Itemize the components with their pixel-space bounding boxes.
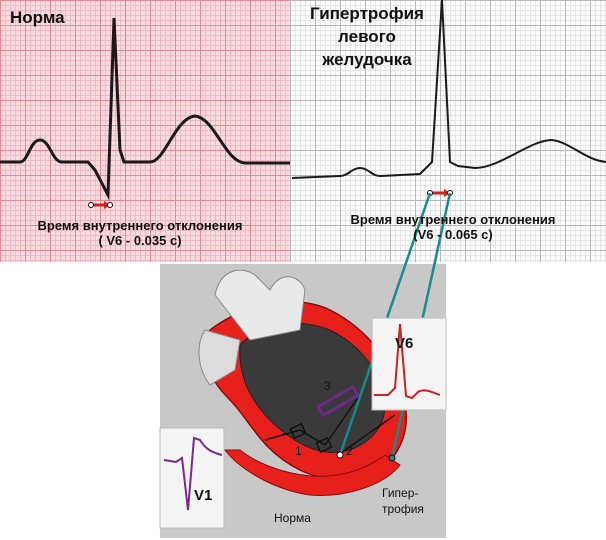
left-ventricle-cavity [239,322,386,453]
caption-lvh-line2: (V6 - 0.065 с) [413,227,493,242]
marker-2: 2 [346,444,353,458]
marker-3: 3 [324,379,331,393]
marker-1: 1 [295,444,302,458]
vector-box-2 [315,436,333,454]
ecg-panel-norm [0,0,290,262]
caption-lvh: Время внутреннего отклонения (V6 - 0.065… [322,212,584,242]
heart-illustration [198,269,407,496]
caption-norm: Время внутреннего отклонения ( V6 - 0.03… [10,218,270,248]
v6-trace [374,323,441,400]
vector-line-1 [264,429,301,441]
vector-box-1 [289,422,307,440]
caption-norm-line1: Время внутреннего отклонения [37,218,243,233]
heart-label-hyper-line2: трофия [382,502,424,516]
caption-norm-line2: ( V6 - 0.035 с) [98,233,182,248]
panel-title-norm: Норма [10,8,65,27]
vector-line-2 [299,429,326,446]
vector-box-3 [316,384,360,418]
lead-label-v6: V6 [395,335,413,352]
right-atrium [198,329,241,386]
v1-trace [163,436,223,511]
interval-end-norm [107,202,113,208]
ecg-panel-lvh [290,0,606,262]
panel-title-lvh: Гипертрофия левого желудочка [310,4,424,69]
interval-start-norm [88,202,94,208]
ecg-trace-lvh [291,0,606,179]
vector-line-4 [337,414,396,456]
hypertrophy-wall [223,449,401,496]
caption-lvh-line1: Время внутреннего отклонения [350,212,556,227]
connector-dot-lvh [388,454,396,462]
ecg-trace-norm [0,17,290,201]
heart-label-hyper-line1: Гипер- [382,486,418,500]
connector-dot-norm [336,451,344,459]
vector-line-3 [324,394,361,446]
great-vessels [214,269,306,341]
heart-label-norm: Норма [274,511,311,525]
v1-inset [159,427,225,529]
lead-label-v1: V1 [194,487,212,504]
